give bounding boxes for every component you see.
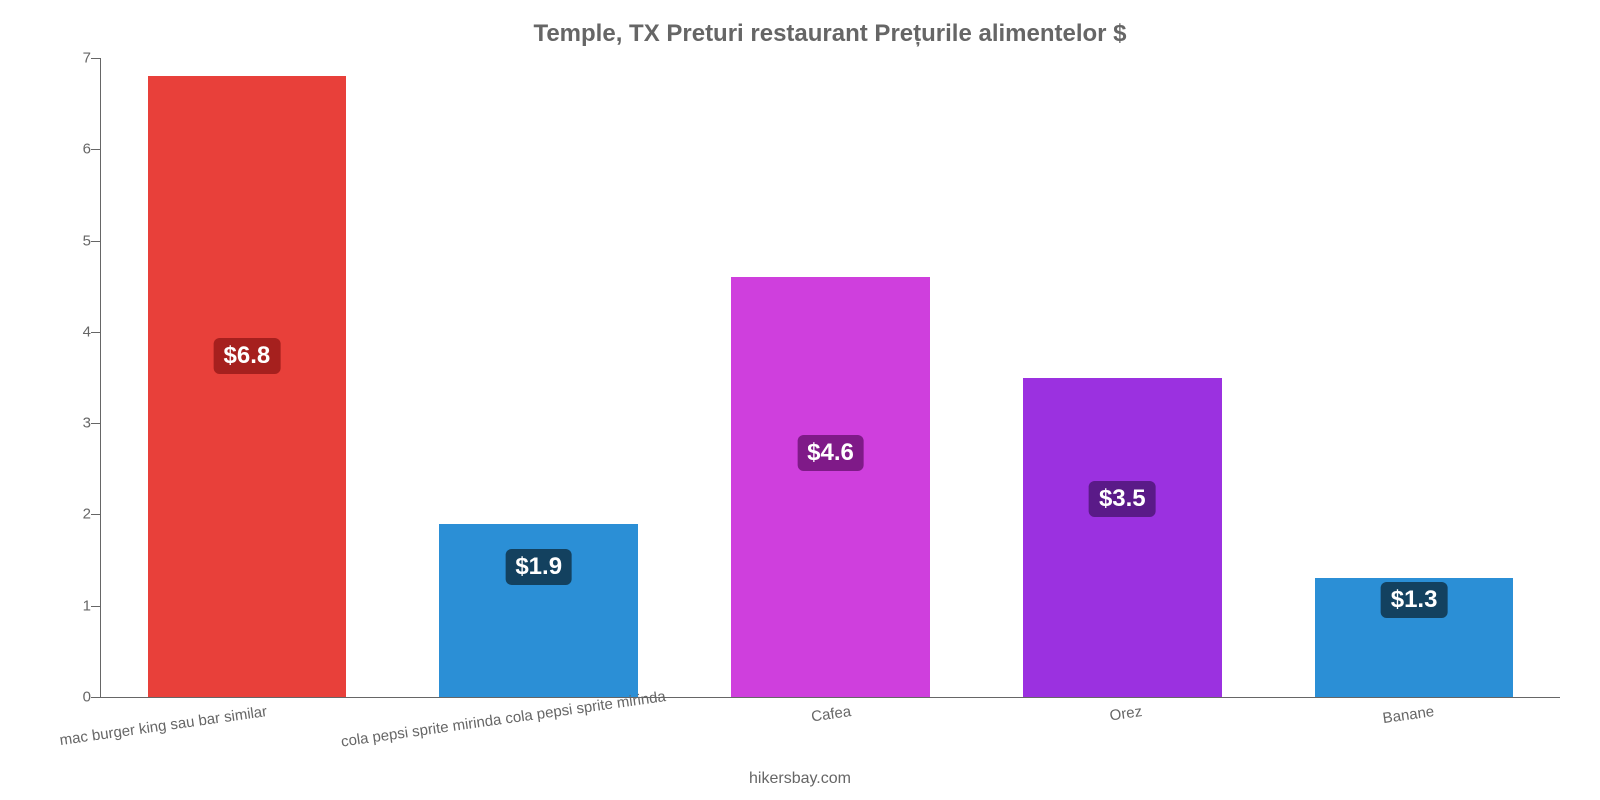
y-tick	[91, 606, 101, 607]
bar-value-label: $4.6	[797, 435, 864, 471]
y-tick	[91, 149, 101, 150]
x-tick-label: Cafea	[631, 703, 851, 750]
chart-container: Temple, TX Preturi restaurant Prețurile …	[0, 0, 1600, 800]
chart-title: Temple, TX Preturi restaurant Prețurile …	[100, 20, 1560, 48]
y-tick-label: 1	[61, 597, 91, 614]
x-tick-label: Orez	[923, 703, 1143, 750]
x-tick-label: Banane	[1215, 703, 1435, 750]
y-tick	[91, 241, 101, 242]
y-tick-label: 6	[61, 141, 91, 158]
bar-value-label: $1.3	[1381, 582, 1448, 618]
chart-footer: hikersbay.com	[749, 770, 851, 788]
bar	[148, 76, 346, 697]
y-tick-label: 0	[61, 689, 91, 706]
y-tick	[91, 332, 101, 333]
bar-value-label: $6.8	[214, 338, 281, 374]
bar-value-label: $3.5	[1089, 481, 1156, 517]
y-tick	[91, 58, 101, 59]
bar	[731, 277, 929, 697]
y-tick	[91, 423, 101, 424]
y-tick-label: 3	[61, 415, 91, 432]
y-tick-label: 7	[61, 50, 91, 67]
x-tick-label: mac burger king sau bar similar	[48, 703, 268, 750]
bar	[1023, 378, 1221, 698]
x-tick-label: cola pepsi sprite mirinda cola pepsi spr…	[340, 703, 560, 750]
y-tick-label: 2	[61, 506, 91, 523]
y-tick	[91, 697, 101, 698]
plot-area: 01234567$6.8mac burger king sau bar simi…	[100, 58, 1560, 698]
y-tick-label: 5	[61, 232, 91, 249]
y-tick-label: 4	[61, 323, 91, 340]
y-tick	[91, 514, 101, 515]
bar-value-label: $1.9	[505, 549, 572, 585]
